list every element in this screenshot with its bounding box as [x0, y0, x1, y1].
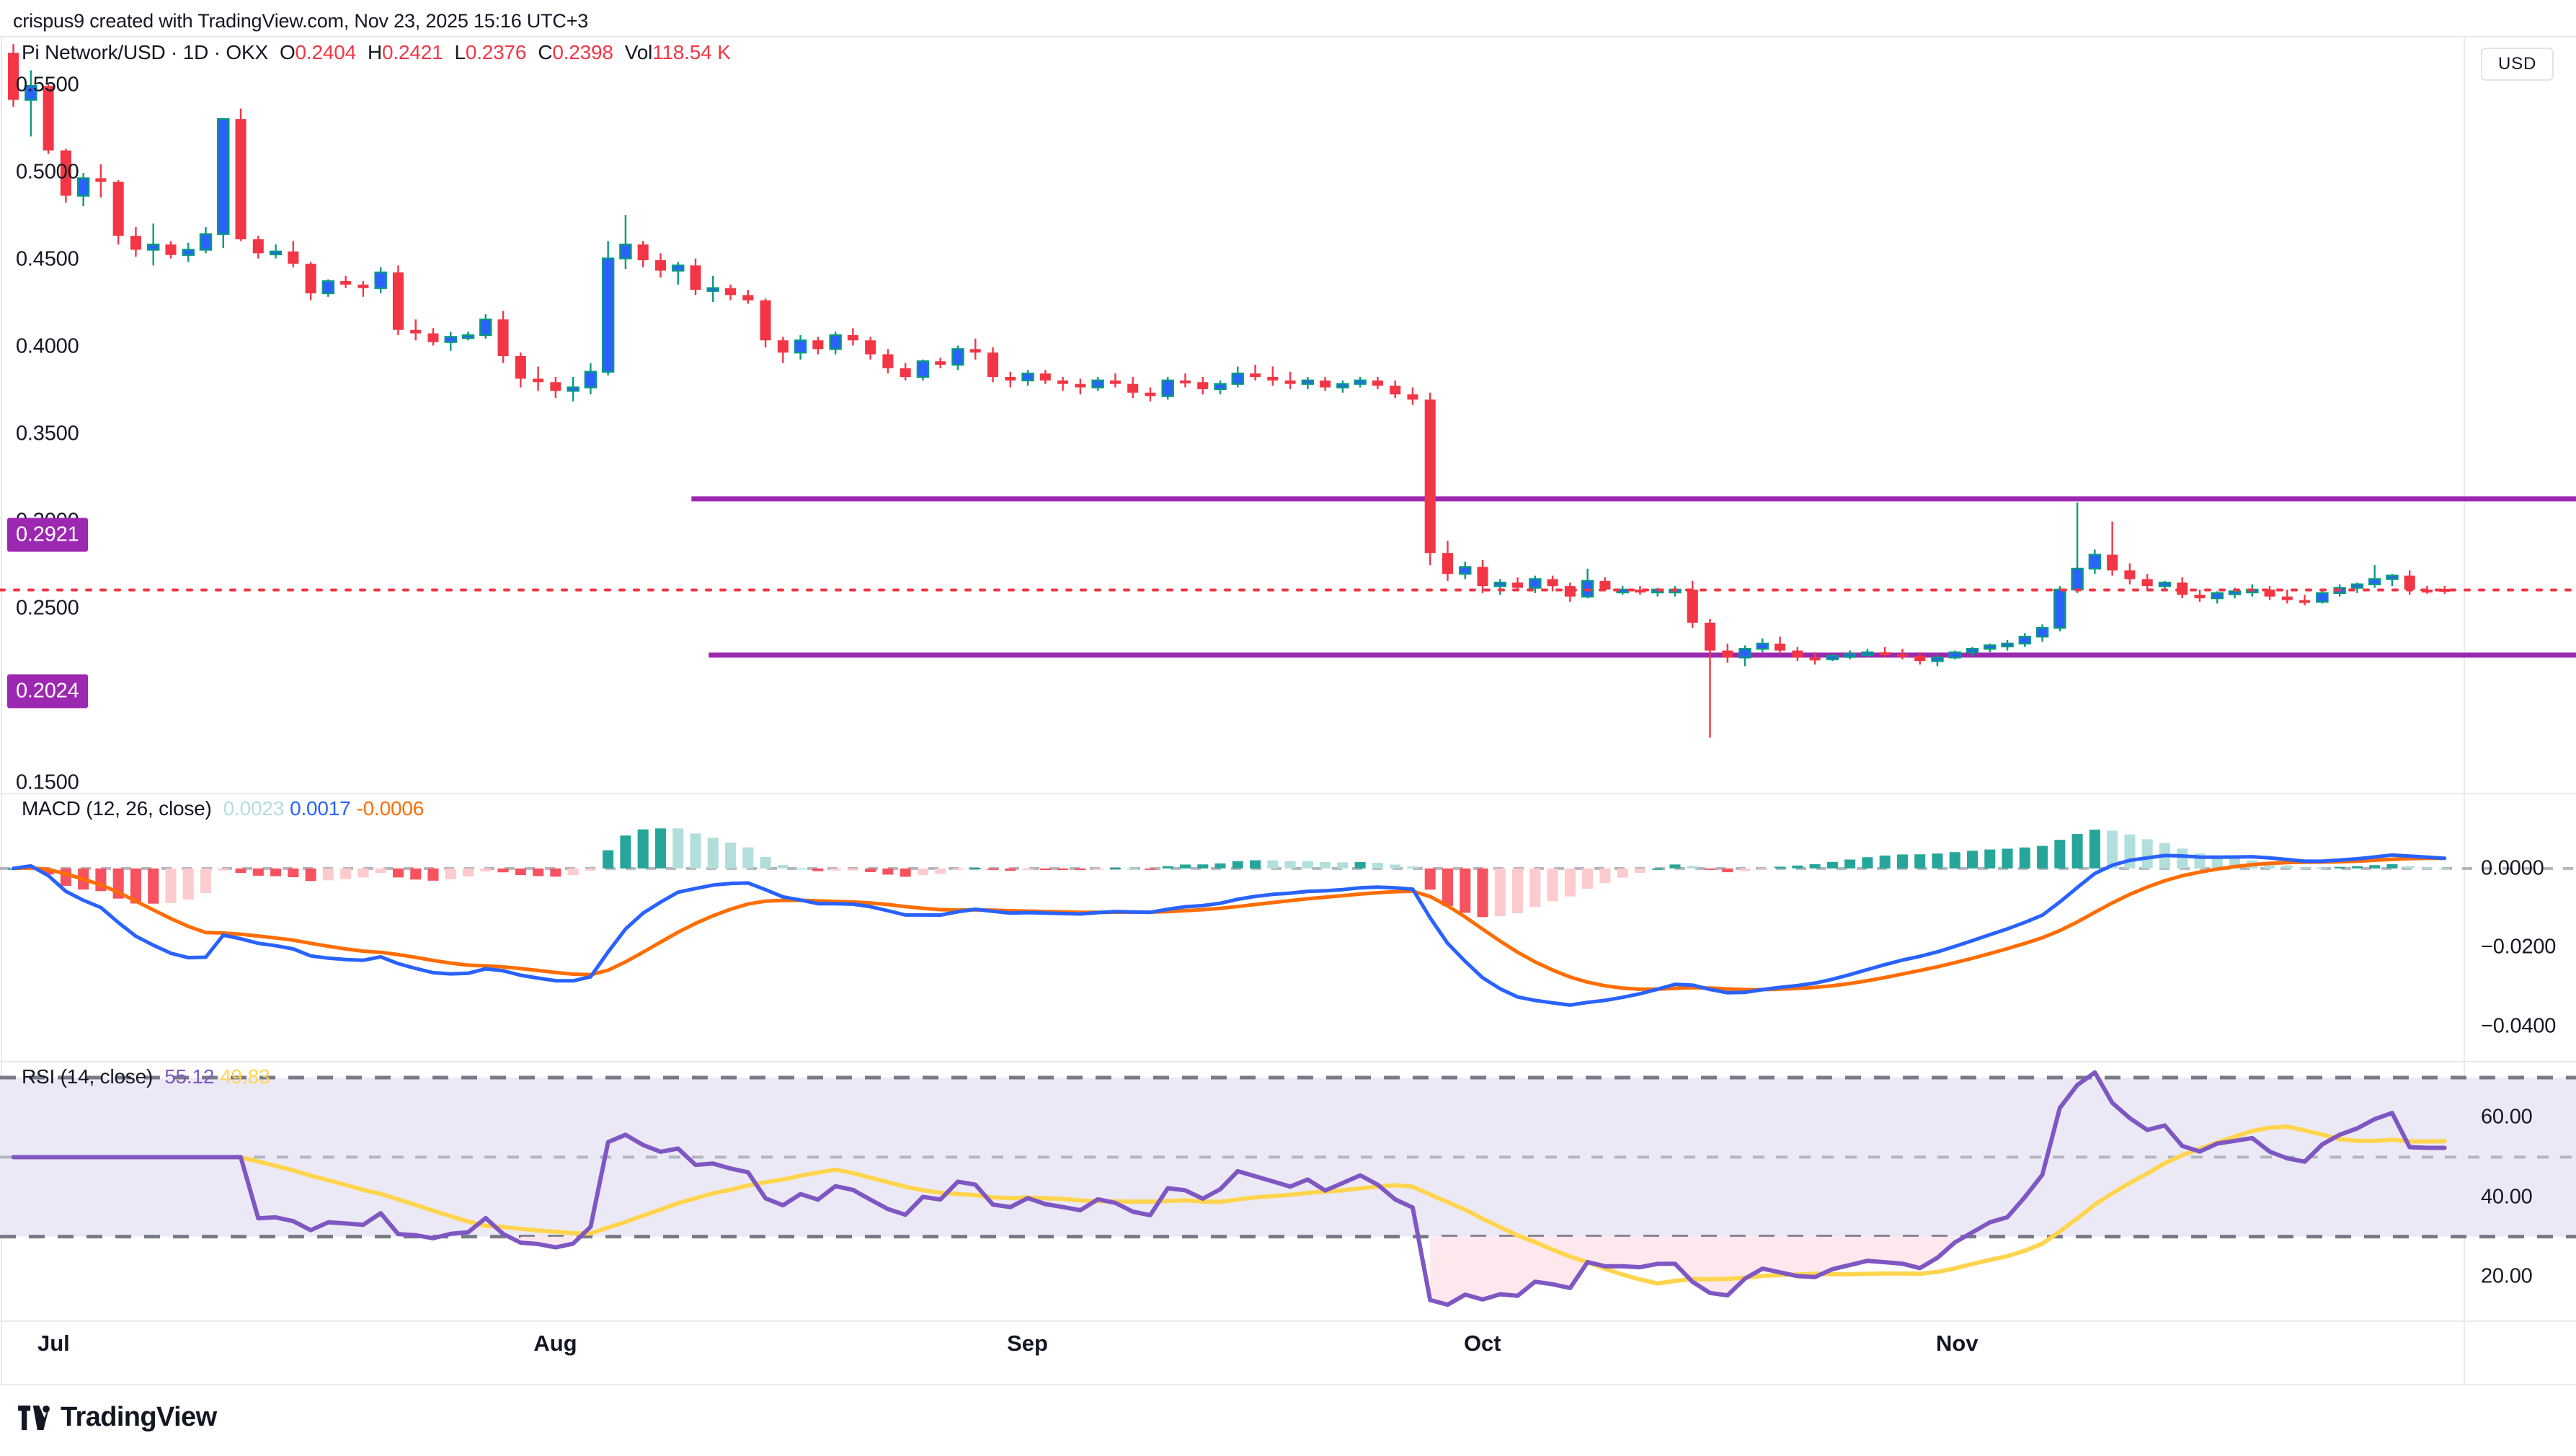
pane-separator-macd [0, 793, 2576, 794]
macd-signal-value: -0.0006 [356, 797, 425, 820]
time-tick-nov: Nov [1936, 1331, 1978, 1356]
rsi-title: RSI (14, close) [22, 1065, 154, 1088]
chart-frame [0, 36, 2576, 1385]
macd-line-value: 0.0017 [290, 797, 351, 820]
price-pane [0, 44, 2576, 738]
attribution-text: crispus9 created with TradingView.com, N… [13, 10, 589, 32]
rsi-tick: 20.00 [2481, 1264, 2533, 1288]
tradingview-logo: TradingView [17, 1402, 217, 1433]
tradingview-wordmark: TradingView [61, 1402, 217, 1432]
time-scale-bottom-border [0, 1384, 2576, 1385]
time-tick-aug: Aug [533, 1331, 577, 1356]
low-value: 0.2376 [465, 41, 527, 63]
macd-legend: MACD (12, 26, close) 0.0023 0.0017 -0.0006 [22, 797, 424, 820]
macd-tick: 0.0000 [2481, 856, 2544, 880]
time-tick-sep: Sep [1007, 1331, 1048, 1356]
left-border [1, 37, 2, 1385]
symbol-title: Pi Network/USD · 1D · OKX [22, 41, 268, 63]
macd-signal-line [12, 856, 2447, 992]
close-value: 0.2398 [552, 41, 613, 63]
macd-tick: −0.0400 [2481, 1014, 2557, 1038]
rsi-ma-value: 49.83 [220, 1065, 270, 1088]
rsi-overbought-oversold-band [0, 1078, 2576, 1237]
price-tick: 0.5000 [16, 160, 79, 184]
price-tick: 0.4000 [16, 334, 79, 358]
price-scale-divider [2464, 37, 2465, 1385]
volume-label: Vol [624, 41, 653, 63]
low-label: L [454, 41, 466, 63]
rsi-tick: 40.00 [2481, 1185, 2533, 1209]
price-level-tag-1[interactable]: 0.2024 [7, 674, 88, 709]
macd-pane [0, 828, 2576, 1007]
macd-histogram [8, 828, 2451, 918]
tradingview-mark-icon [18, 1405, 50, 1430]
high-value: 0.2421 [382, 41, 443, 63]
rsi-tick: 60.00 [2481, 1105, 2533, 1129]
pane-separator-time [0, 1320, 2576, 1322]
price-tick: 0.2500 [16, 596, 79, 620]
rsi-pane [0, 1070, 2576, 1308]
price-scale[interactable]: USD [2465, 36, 2576, 1385]
rsi-moving-average-line [11, 1124, 2447, 1286]
macd-tick: −0.0200 [2481, 935, 2557, 959]
symbol-legend: Pi Network/USD · 1D · OKX O0.2404 H0.2421 L… [22, 41, 731, 64]
pane-separator-rsi [0, 1061, 2576, 1062]
candle-series [8, 44, 2451, 738]
price-tick: 0.1500 [16, 771, 79, 794]
rsi-value: 55.12 [164, 1065, 215, 1088]
rsi-legend: RSI (14, close) 55.12 49.83 [22, 1065, 270, 1088]
time-tick-jul: Jul [37, 1331, 70, 1356]
macd-hist-value: 0.0023 [223, 797, 285, 820]
price-tick: 0.5500 [16, 73, 79, 97]
open-label: O [279, 41, 296, 63]
rsi-line [11, 1070, 2447, 1308]
macd-title: MACD (12, 26, close) [22, 797, 212, 820]
open-value: 0.2404 [295, 41, 357, 63]
price-tick: 0.4500 [16, 247, 79, 271]
time-scale[interactable]: Jul Aug Sep Oct Nov [0, 1319, 2576, 1385]
currency-badge[interactable]: USD [2481, 48, 2554, 81]
price-tick: 0.3500 [16, 422, 79, 445]
macd-line [12, 853, 2447, 1007]
time-tick-oct: Oct [1463, 1331, 1501, 1356]
volume-value: 118.54 K [652, 41, 731, 63]
high-label: H [368, 41, 383, 63]
close-label: C [538, 41, 553, 63]
price-level-tag-0[interactable]: 0.2921 [7, 518, 88, 552]
